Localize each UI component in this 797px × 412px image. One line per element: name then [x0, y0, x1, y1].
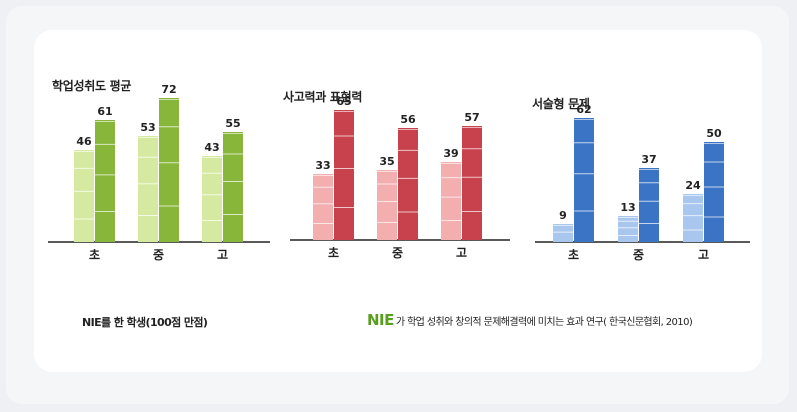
category-label: 고	[217, 248, 228, 262]
category-label: 초	[89, 248, 100, 262]
bar-c1-고-s2	[223, 132, 243, 242]
category-label: 고	[698, 248, 709, 262]
bar-c2-초-s1	[313, 174, 333, 240]
bar-c1-초-s1	[74, 150, 94, 242]
data-label: 24	[685, 179, 701, 192]
category-label: 초	[568, 248, 579, 262]
category-label: 중	[153, 248, 164, 262]
footnote-brand: NIE	[367, 311, 394, 329]
data-label: 72	[161, 83, 176, 96]
data-label: 50	[706, 127, 722, 140]
data-label: 37	[641, 153, 656, 166]
data-label: 57	[464, 111, 479, 124]
data-label: 13	[620, 201, 635, 214]
data-label: 9	[559, 209, 567, 222]
data-label: 33	[315, 159, 330, 172]
bar-c1-중-s2	[159, 98, 179, 242]
panel-title-1: 학업성취도 평균	[52, 79, 132, 93]
footnote-source-text: 가 학업 성취와 창의적 문제해결력에 미치는 효과 연구( 한국신문협회, 2…	[395, 317, 693, 328]
data-label: 56	[400, 113, 416, 126]
bar-c1-초-s2	[95, 120, 115, 242]
category-label: 고	[456, 246, 467, 260]
bar-c2-고-s2	[462, 126, 482, 240]
bar-c2-중-s1	[377, 170, 397, 240]
data-label: 43	[204, 141, 219, 154]
data-label: 62	[576, 103, 591, 116]
data-label: 35	[379, 155, 394, 168]
category-label: 초	[328, 246, 339, 260]
data-label: 53	[140, 121, 155, 134]
data-label: 46	[76, 135, 92, 148]
category-label: 중	[633, 248, 644, 262]
panel-title-3: 서술형 문제	[532, 97, 590, 111]
bar-c3-고-s2	[704, 142, 724, 242]
bar-c2-고-s1	[441, 162, 461, 240]
category-label: 중	[392, 246, 403, 260]
data-label: 55	[225, 117, 240, 130]
bar-c3-초-s1	[553, 224, 573, 242]
footnote-source: NIE 가 학업 성취와 창의적 문제해결력에 미치는 효과 연구( 한국신문협회…	[367, 311, 693, 329]
data-label: 65	[336, 95, 351, 108]
bar-c3-고-s1	[683, 194, 703, 242]
bar-c1-고-s1	[202, 156, 222, 242]
bar-c2-중-s2	[398, 128, 418, 240]
bar-c2-초-s2	[334, 110, 354, 240]
footnote-legend: NIE를 한 학생(100점 만점)	[82, 316, 208, 329]
panel-title-2: 사고력과 표현력	[283, 90, 363, 104]
data-label: 61	[97, 105, 112, 118]
data-label: 39	[443, 147, 458, 160]
bar-c3-중-s2	[639, 168, 659, 242]
bar-c3-초-s2	[574, 118, 594, 242]
bar-c1-중-s1	[138, 136, 158, 242]
bar-c3-중-s1	[618, 216, 638, 242]
